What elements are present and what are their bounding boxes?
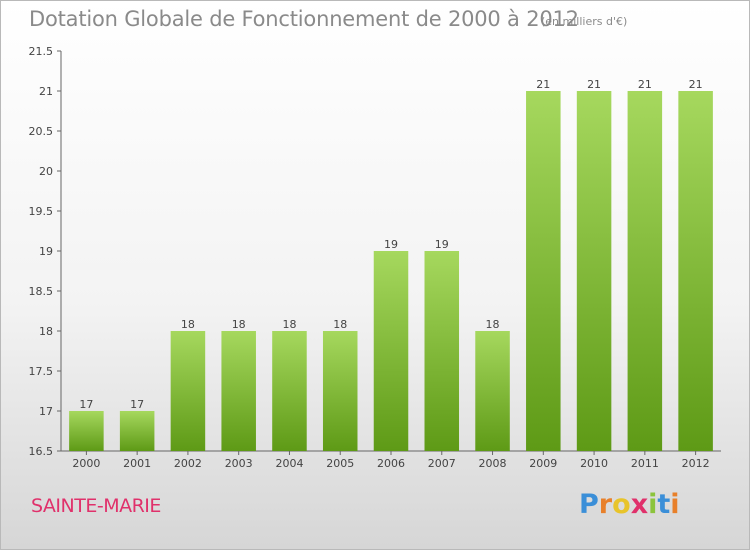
y-tick-label: 16.5: [29, 445, 54, 458]
x-tick-label: 2010: [580, 457, 608, 470]
place-name: SAINTE-MARIE: [31, 495, 161, 517]
bar-2010: [576, 91, 612, 451]
proxiti-logo: Proxiti: [579, 489, 680, 520]
data-label-2001: 17: [130, 398, 144, 411]
x-tick-label: 2012: [682, 457, 710, 470]
logo-letter: t: [657, 489, 671, 520]
data-label-2006: 19: [384, 238, 398, 251]
chart-bars: [69, 91, 713, 451]
data-label-2005: 18: [333, 318, 347, 331]
logo-letter: i: [648, 489, 658, 520]
y-tick-label: 20.5: [29, 125, 54, 138]
x-tick-label: 2011: [631, 457, 659, 470]
x-tick-label: 2004: [275, 457, 303, 470]
chart-subtitle: (en milliers d'€): [541, 15, 628, 28]
y-tick-label: 17: [39, 405, 53, 418]
x-tick-label: 2006: [377, 457, 405, 470]
x-tick-label: 2003: [225, 457, 253, 470]
y-tick-label: 21: [39, 85, 53, 98]
y-tick-label: 19.5: [29, 205, 54, 218]
data-label-2010: 21: [587, 78, 601, 91]
bar-2001: [119, 411, 155, 451]
data-label-2008: 18: [486, 318, 500, 331]
data-label-2003: 18: [232, 318, 246, 331]
chart-data-labels: 17 17 18 18 18 18 19 19 18 21 21 21 21: [79, 78, 702, 411]
x-tick-label: 2002: [174, 457, 202, 470]
data-label-2002: 18: [181, 318, 195, 331]
x-tick-label: 2001: [123, 457, 151, 470]
logo-letter: r: [598, 489, 613, 520]
bar-2008: [475, 331, 510, 451]
data-label-2007: 19: [435, 238, 449, 251]
logo-letter: P: [579, 489, 599, 520]
bar-2012: [678, 91, 713, 451]
x-tick-label: 2007: [428, 457, 456, 470]
bar-2011: [627, 91, 663, 451]
y-tick-label: 21.5: [29, 45, 54, 58]
data-label-2004: 18: [282, 318, 296, 331]
chart-axes: 16.5 17 17.5 18 18.5 19 19.5 20 20.5 21 21.5 2000 20…: [29, 45, 721, 470]
logo-letter: o: [612, 489, 631, 520]
data-label-2009: 21: [536, 78, 550, 91]
chart-title: Dotation Globale de Fonctionnement de 20…: [29, 7, 579, 31]
logo-letter: x: [630, 489, 649, 520]
data-label-2012: 21: [689, 78, 703, 91]
y-tick-label: 18: [39, 325, 53, 338]
data-label-2011: 21: [638, 78, 652, 91]
bar-2007: [424, 251, 460, 451]
bar-2004: [272, 331, 307, 451]
x-tick-label: 2005: [326, 457, 354, 470]
bar-2009: [526, 91, 561, 451]
x-tick-label: 2000: [72, 457, 100, 470]
y-tick-label: 19: [39, 245, 53, 258]
bar-2003: [221, 331, 256, 451]
y-tick-label: 18.5: [29, 285, 54, 298]
y-tick-label: 20: [39, 165, 53, 178]
bar-2006: [373, 251, 409, 451]
bar-2005: [322, 331, 358, 451]
y-tick-label: 17.5: [29, 365, 54, 378]
bar-2000: [69, 411, 104, 451]
data-label-2000: 17: [79, 398, 93, 411]
logo-letter: i: [670, 489, 680, 520]
x-tick-label: 2009: [529, 457, 557, 470]
x-tick-label: 2008: [479, 457, 507, 470]
bar-2002: [170, 331, 206, 451]
